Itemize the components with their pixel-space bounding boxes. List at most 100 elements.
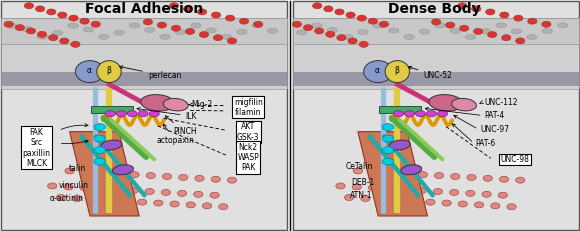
Ellipse shape [466, 190, 475, 196]
Ellipse shape [99, 34, 109, 39]
Text: ILK: ILK [137, 107, 197, 121]
Ellipse shape [212, 12, 220, 18]
Ellipse shape [202, 203, 212, 209]
Text: AKT
GSK-3: AKT GSK-3 [237, 122, 259, 142]
Ellipse shape [557, 23, 568, 28]
Bar [1, 18, 287, 89]
Text: perlecan: perlecan [119, 66, 182, 80]
Text: actopaxin: actopaxin [157, 124, 194, 145]
Ellipse shape [69, 15, 78, 21]
Ellipse shape [292, 21, 302, 27]
Ellipse shape [472, 6, 481, 12]
Ellipse shape [382, 135, 394, 142]
Ellipse shape [171, 25, 180, 31]
Ellipse shape [162, 173, 172, 179]
Ellipse shape [409, 198, 419, 204]
Ellipse shape [303, 24, 313, 30]
Polygon shape [358, 132, 427, 216]
Ellipse shape [373, 23, 383, 28]
Ellipse shape [161, 189, 171, 195]
Text: α: α [375, 66, 379, 75]
Ellipse shape [101, 140, 122, 150]
Ellipse shape [179, 174, 188, 180]
Ellipse shape [346, 12, 355, 18]
Ellipse shape [48, 183, 57, 189]
Ellipse shape [71, 41, 80, 47]
Ellipse shape [499, 176, 509, 182]
Ellipse shape [114, 171, 123, 177]
Ellipse shape [326, 31, 335, 37]
Ellipse shape [348, 38, 357, 44]
Text: UNC-112: UNC-112 [484, 98, 518, 106]
Ellipse shape [195, 175, 204, 181]
Ellipse shape [327, 27, 338, 33]
Ellipse shape [160, 34, 171, 40]
Ellipse shape [164, 98, 188, 111]
Text: PINCH: PINCH [165, 116, 197, 136]
Ellipse shape [450, 28, 461, 33]
Ellipse shape [496, 23, 506, 28]
Ellipse shape [169, 3, 179, 9]
Ellipse shape [481, 29, 491, 34]
Text: PAT-6: PAT-6 [476, 139, 496, 148]
Ellipse shape [528, 18, 537, 24]
Ellipse shape [418, 172, 427, 178]
Ellipse shape [432, 19, 441, 25]
Ellipse shape [154, 200, 163, 206]
Ellipse shape [458, 3, 467, 9]
Text: Dense Body: Dense Body [387, 2, 480, 16]
Ellipse shape [267, 28, 278, 33]
Ellipse shape [211, 176, 220, 182]
Ellipse shape [121, 198, 130, 204]
Ellipse shape [382, 158, 394, 165]
Ellipse shape [419, 29, 430, 34]
Ellipse shape [35, 6, 45, 12]
Ellipse shape [514, 15, 523, 21]
Ellipse shape [393, 111, 404, 117]
Ellipse shape [311, 23, 322, 28]
Ellipse shape [434, 173, 444, 179]
Ellipse shape [442, 200, 451, 206]
Ellipse shape [313, 3, 322, 9]
Ellipse shape [379, 21, 389, 27]
Ellipse shape [157, 22, 166, 28]
Ellipse shape [97, 61, 121, 83]
Text: Mig-2: Mig-2 [188, 100, 213, 109]
Text: α: α [86, 66, 91, 75]
Ellipse shape [359, 41, 368, 47]
Ellipse shape [252, 23, 263, 28]
Ellipse shape [357, 15, 367, 21]
Ellipse shape [170, 201, 179, 207]
Ellipse shape [89, 196, 98, 202]
Ellipse shape [144, 27, 155, 33]
Ellipse shape [60, 38, 69, 44]
Ellipse shape [459, 25, 469, 31]
Ellipse shape [361, 195, 370, 201]
Ellipse shape [227, 177, 237, 183]
Ellipse shape [210, 192, 219, 198]
Ellipse shape [358, 30, 368, 35]
Ellipse shape [206, 28, 216, 33]
Ellipse shape [382, 147, 394, 154]
Text: UNC-98: UNC-98 [501, 155, 530, 164]
Ellipse shape [368, 18, 378, 24]
Ellipse shape [94, 147, 106, 154]
Ellipse shape [113, 187, 122, 193]
Bar [293, 72, 579, 85]
Polygon shape [70, 132, 139, 216]
Ellipse shape [186, 28, 195, 34]
Ellipse shape [219, 204, 228, 210]
Ellipse shape [64, 184, 73, 190]
Ellipse shape [37, 34, 48, 39]
Ellipse shape [296, 30, 307, 35]
Bar [1, 72, 287, 85]
Ellipse shape [130, 172, 139, 178]
Ellipse shape [364, 61, 393, 83]
Ellipse shape [507, 204, 516, 210]
Ellipse shape [213, 35, 223, 41]
Ellipse shape [402, 171, 411, 177]
Ellipse shape [389, 140, 410, 150]
Ellipse shape [382, 124, 394, 131]
Ellipse shape [467, 174, 476, 180]
Ellipse shape [385, 186, 394, 192]
